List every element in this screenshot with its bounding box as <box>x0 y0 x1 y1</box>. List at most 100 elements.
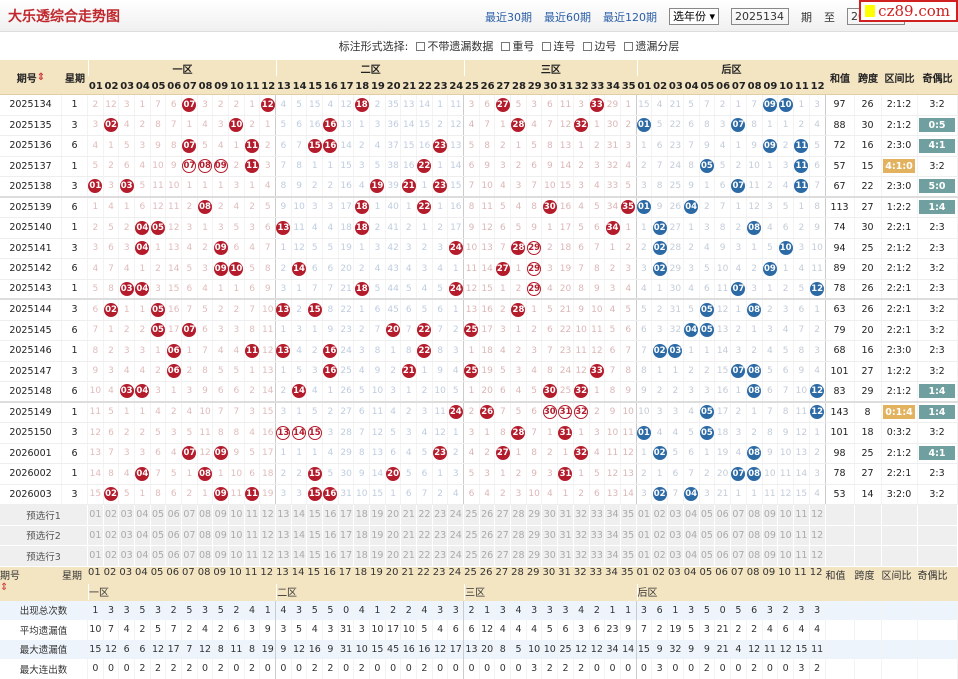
preselect-number[interactable]: 02 <box>652 505 669 525</box>
preselect-number[interactable]: 09 <box>763 505 779 525</box>
preselect-number[interactable]: 27 <box>495 546 512 566</box>
preselect-number[interactable]: 34 <box>605 546 621 566</box>
preselect-number[interactable]: 07 <box>182 546 198 566</box>
preselect-number[interactable]: 09 <box>213 525 230 545</box>
preselect-number[interactable]: 08 <box>198 546 214 566</box>
option-consecutive[interactable]: 连号 <box>542 38 575 54</box>
preselect-number[interactable]: 28 <box>511 525 527 545</box>
preselect-number[interactable]: 08 <box>747 505 763 525</box>
preselect-number[interactable]: 09 <box>763 546 779 566</box>
preselect-number[interactable]: 28 <box>511 546 527 566</box>
preselect-number[interactable]: 03 <box>119 505 136 525</box>
preselect-number[interactable]: 08 <box>747 525 763 545</box>
preselect-number[interactable]: 35 <box>621 505 637 525</box>
preselect-number[interactable]: 30 <box>542 525 559 545</box>
preselect-number[interactable]: 23 <box>433 525 449 545</box>
preselect-number[interactable]: 05 <box>700 505 716 525</box>
preselect-number[interactable]: 06 <box>715 546 732 566</box>
preselect-number[interactable]: 13 <box>276 505 292 525</box>
preselect-number[interactable]: 34 <box>605 505 621 525</box>
preselect-number[interactable]: 09 <box>213 505 230 525</box>
preselect-number[interactable]: 17 <box>339 505 355 525</box>
preselect-number[interactable]: 03 <box>668 525 684 545</box>
preselect-number[interactable]: 21 <box>401 505 418 525</box>
preselect-number[interactable]: 05 <box>151 505 167 525</box>
checkbox[interactable] <box>542 41 552 51</box>
preselect-number[interactable]: 29 <box>527 546 543 566</box>
preselect-number[interactable]: 11 <box>245 546 261 566</box>
preselect-number[interactable]: 17 <box>339 546 355 566</box>
preselect-number[interactable]: 30 <box>542 505 559 525</box>
preselect-number[interactable]: 01 <box>637 505 653 525</box>
preselect-number[interactable]: 14 <box>292 525 308 545</box>
preselect-number[interactable]: 26 <box>480 525 496 545</box>
preselect-number[interactable]: 20 <box>386 505 402 525</box>
preselect-number[interactable]: 31 <box>558 525 574 545</box>
preselect-number[interactable]: 13 <box>276 546 292 566</box>
preselect-number[interactable]: 19 <box>370 546 386 566</box>
preselect-number[interactable]: 33 <box>590 546 606 566</box>
preselect-number[interactable]: 20 <box>386 525 402 545</box>
preselect-number[interactable]: 24 <box>448 525 465 545</box>
preselect-number[interactable]: 32 <box>574 525 590 545</box>
preselect-number[interactable]: 10 <box>229 546 245 566</box>
preselect-number[interactable]: 10 <box>229 505 245 525</box>
preselect-number[interactable]: 26 <box>480 505 496 525</box>
preselect-number[interactable]: 29 <box>527 525 543 545</box>
checkbox[interactable] <box>624 41 634 51</box>
preselect-number[interactable]: 07 <box>731 546 747 566</box>
preselect-number[interactable]: 20 <box>386 546 402 566</box>
preselect-number[interactable]: 05 <box>700 546 716 566</box>
preselect-number[interactable]: 18 <box>354 546 371 566</box>
checkbox[interactable] <box>416 41 426 51</box>
preselect-number[interactable]: 11 <box>794 525 810 545</box>
preselect-number[interactable]: 22 <box>417 525 433 545</box>
preselect-number[interactable]: 04 <box>684 546 700 566</box>
preselect-number[interactable]: 05 <box>151 546 167 566</box>
recent-30-link[interactable]: 最近30期 <box>485 10 532 24</box>
preselect-number[interactable]: 15 <box>307 525 324 545</box>
preselect-number[interactable]: 33 <box>590 505 606 525</box>
preselect-number[interactable]: 16 <box>323 546 339 566</box>
preselect-number[interactable]: 02 <box>652 525 669 545</box>
preselect-number[interactable]: 31 <box>558 546 574 566</box>
preselect-number[interactable]: 04 <box>135 546 151 566</box>
preselect-number[interactable]: 12 <box>260 546 277 566</box>
preselect-number[interactable]: 11 <box>794 505 810 525</box>
preselect-number[interactable]: 16 <box>323 525 339 545</box>
preselect-number[interactable]: 10 <box>778 525 795 545</box>
recent-60-link[interactable]: 最近60期 <box>544 10 591 24</box>
preselect-number[interactable]: 11 <box>245 505 261 525</box>
preselect-number[interactable]: 19 <box>370 525 386 545</box>
preselect-number[interactable]: 06 <box>166 546 183 566</box>
preselect-number[interactable]: 06 <box>166 505 183 525</box>
preselect-number[interactable]: 02 <box>104 525 120 545</box>
preselect-number[interactable]: 05 <box>151 525 167 545</box>
preselect-number[interactable]: 04 <box>135 525 151 545</box>
preselect-number[interactable]: 03 <box>668 505 684 525</box>
preselect-number[interactable]: 08 <box>198 525 214 545</box>
preselect-number[interactable]: 21 <box>401 546 418 566</box>
preselect-number[interactable]: 07 <box>182 505 198 525</box>
preselect-number[interactable]: 33 <box>590 525 606 545</box>
preselect-number[interactable]: 12 <box>810 525 826 545</box>
sort-icon[interactable]: ⇕ <box>36 72 46 83</box>
preselect-number[interactable]: 15 <box>307 546 324 566</box>
preselect-number[interactable]: 03 <box>119 546 136 566</box>
preselect-number[interactable]: 10 <box>778 546 795 566</box>
preselect-number[interactable]: 11 <box>794 546 810 566</box>
preselect-number[interactable]: 23 <box>433 505 449 525</box>
preselect-number[interactable]: 34 <box>605 525 621 545</box>
preselect-number[interactable]: 16 <box>323 505 339 525</box>
preselect-number[interactable]: 06 <box>715 505 732 525</box>
preselect-number[interactable]: 06 <box>715 525 732 545</box>
preselect-number[interactable]: 26 <box>480 546 496 566</box>
preselect-number[interactable]: 09 <box>763 525 779 545</box>
preselect-number[interactable]: 25 <box>464 505 480 525</box>
preselect-number[interactable]: 24 <box>448 505 465 525</box>
option-layers[interactable]: 遗漏分层 <box>624 38 679 54</box>
preselect-number[interactable]: 02 <box>652 546 669 566</box>
checkbox[interactable] <box>501 41 511 51</box>
preselect-number[interactable]: 35 <box>621 546 637 566</box>
preselect-number[interactable]: 03 <box>668 546 684 566</box>
